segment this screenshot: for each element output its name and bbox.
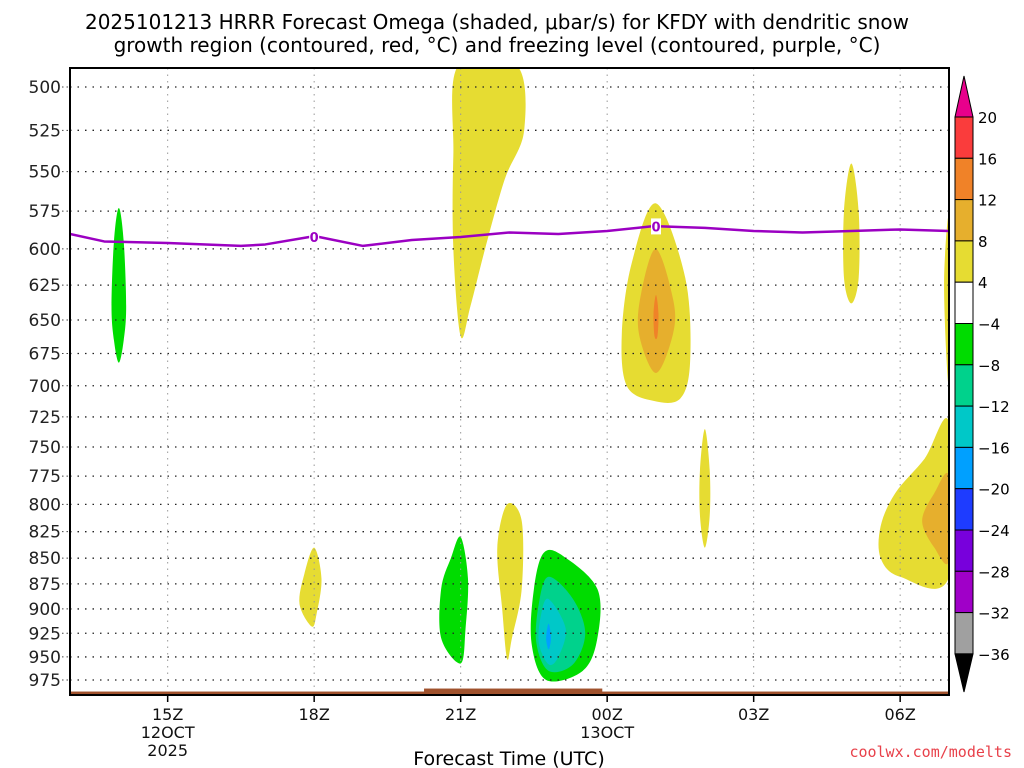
colorbar-label: −8 [978,357,1000,375]
omega-region-yellow-cell-06z [878,418,949,589]
omega-region-yellow-cell-05z [843,163,860,304]
colorbar-arrow-down [954,653,974,693]
x-tick-label-18Z: 18Z [299,705,330,724]
colorbar-bin [954,116,974,159]
freezing-level-line [70,225,949,248]
grid-lines [70,68,949,695]
x-tick-label-00Z: 00Z [592,705,623,724]
colorbar-label: −32 [978,605,1010,623]
colorbar-bin [954,405,974,448]
colorbar-label: 20 [978,109,997,127]
y-tick-label-725: 725 [29,408,61,428]
y-tick-label-750: 750 [29,438,61,458]
freezing-label-bg [651,218,661,235]
credit-link[interactable]: coolwx.com/modelts [849,743,1012,761]
colorbar: 20 16 12 8 4 −4 −8 −12 −16 −20 −24 −28 −32 −36 [954,75,1010,693]
y-axis-ticks: 500 525 550 575 600 625 650 675 700 725 750 775 800 8… [29,78,70,691]
y-tick-label-800: 800 [29,495,61,515]
freezing-level-label-0: 0 [310,231,319,246]
colorbar-bin [954,199,974,242]
omega-region-yellow-edge-07z [944,215,949,384]
freezing-label-bg [309,228,320,245]
colorbar-label: 4 [978,274,988,292]
colorbar-label: −20 [978,481,1010,499]
freezing-level-contour: 00 [70,218,949,248]
colorbar-bin [954,364,974,407]
y-tick-label-850: 850 [29,549,61,569]
colorbar-label: 12 [978,192,997,210]
y-tick-label-875: 875 [29,575,61,595]
colorbar-label: 8 [978,233,988,251]
omega-region-green-cell-14z [111,208,127,363]
y-tick-label-600: 600 [29,240,61,260]
x-axis-label: Forecast Time (UTC) [413,748,604,768]
omega-region-orange-core-01z [653,295,659,340]
terrain-bump [424,688,603,693]
x-tick-label-06Z: 06Z [885,705,916,724]
y-tick-label-625: 625 [29,276,61,296]
y-tick-label-925: 925 [29,624,61,644]
omega-region-yellow-plume-21z [452,68,526,339]
colorbar-bin [954,281,974,325]
colorbar-label: −24 [978,522,1010,540]
colorbar-bin [954,570,974,614]
colorbar-bin [954,323,974,366]
omega-region-gold-cell-06z [922,473,949,565]
y-tick-label-575: 575 [29,202,61,222]
y-tick-label-675: 675 [29,344,61,364]
colorbar-bin [954,446,974,490]
omega-region-yellow-cell-18z [299,547,322,627]
x-tick-date: 12OCT [141,723,195,742]
chart-title-line1: 2025101213 HRRR Forecast Omega (shaded, … [85,10,909,34]
omega-region-cyan-cell-23z [538,598,566,666]
x-tick-date: 13OCT [580,723,634,742]
x-tick-label-03Z: 03Z [738,705,769,724]
colorbar-label: 16 [978,150,997,168]
terrain-strip [70,691,949,695]
colorbar-label: −36 [978,646,1010,664]
y-tick-label-775: 775 [29,467,61,487]
y-tick-label-825: 825 [29,523,61,543]
omega-shading [111,68,949,682]
omega-region-blue-core-23z [546,623,552,650]
plot-frame [69,67,950,696]
colorbar-label: −16 [978,439,1010,457]
y-tick-label-525: 525 [29,121,61,141]
colorbar-bin [954,529,974,572]
colorbar-bin [954,240,974,283]
omega-region-yellow-cell-02z [699,429,711,548]
plot-border [69,67,950,696]
y-tick-label-975: 975 [29,671,61,691]
omega-region-yellow-cell-2130z [497,502,524,660]
colorbar-bin [954,488,974,531]
y-tick-label-950: 950 [29,648,61,668]
x-tick-label-15Z: 15Z [152,705,183,724]
x-tick-label-21Z: 21Z [445,705,476,724]
terrain-fill [70,688,949,695]
chart-title-line2: growth region (contoured, red, °C) and f… [114,33,881,57]
colorbar-label: −28 [978,563,1010,581]
y-tick-label-650: 650 [29,311,61,331]
colorbar-bin [954,157,974,201]
y-tick-label-550: 550 [29,163,61,183]
colorbar-label: −4 [978,316,1000,334]
omega-region-green-cell-21z [439,536,469,664]
y-tick-label-900: 900 [29,600,61,620]
colorbar-bin [954,612,974,655]
freezing-level-label-1: 0 [651,220,660,235]
colorbar-label: −12 [978,398,1010,416]
y-tick-label-700: 700 [29,377,61,397]
y-tick-label-500: 500 [29,78,61,98]
colorbar-arrow-up [954,75,974,118]
x-tick-year: 2025 [147,741,188,760]
